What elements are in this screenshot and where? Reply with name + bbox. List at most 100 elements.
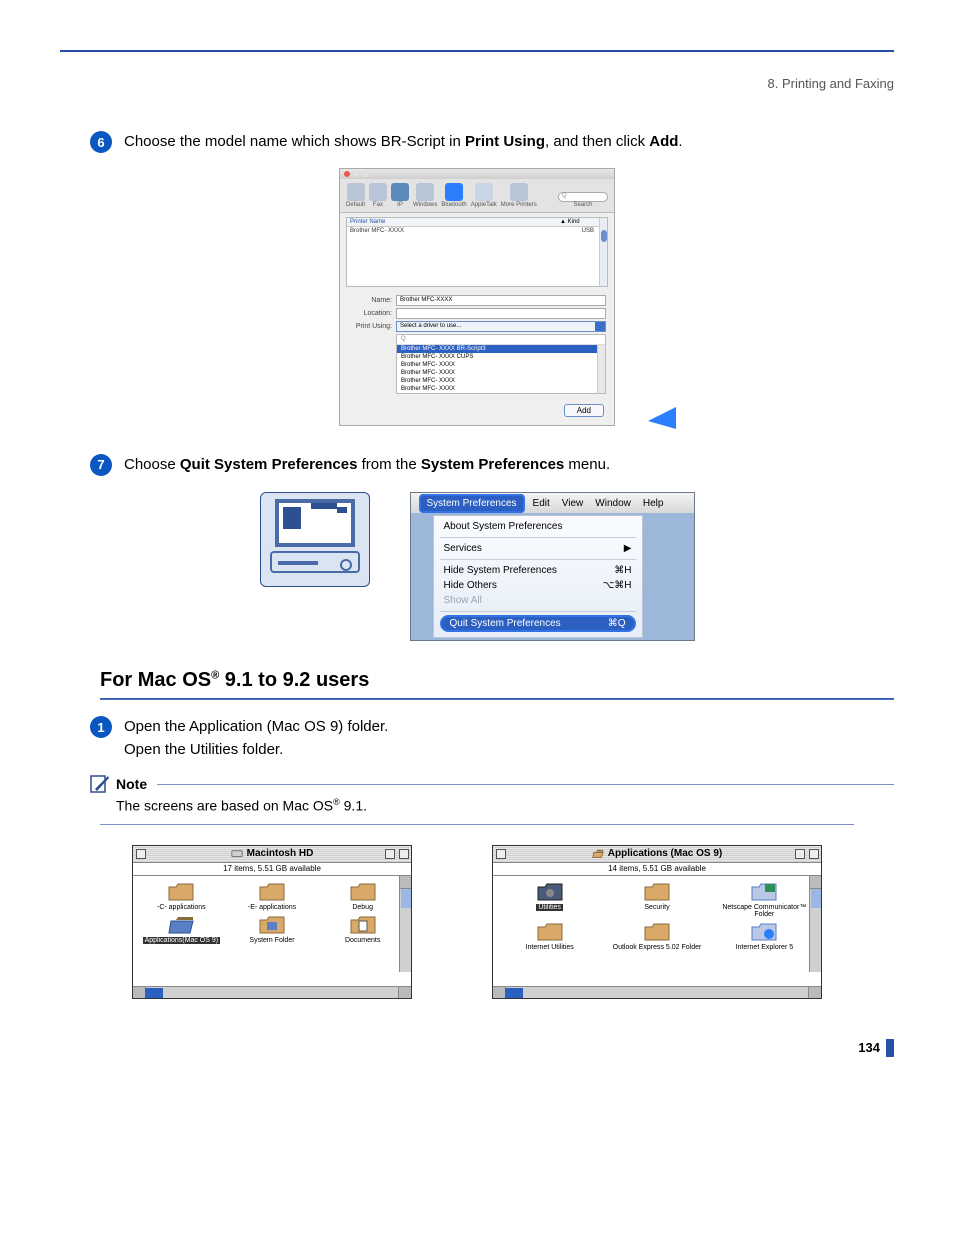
t: menu. <box>564 456 610 473</box>
step-6-badge: 6 <box>90 131 112 153</box>
finder-title[interactable]: Applications (Mac OS 9) <box>493 846 821 862</box>
toolbar-more printers[interactable]: More Printers <box>501 183 537 208</box>
toolbar-appletalk[interactable]: AppleTalk <box>471 183 497 208</box>
finder-title[interactable]: Macintosh HD <box>133 846 411 862</box>
t: Choose <box>124 456 180 473</box>
step-1: 1 Open the Application (Mac OS 9) folder… <box>90 716 894 761</box>
finder-item[interactable]: Utilities <box>497 882 602 918</box>
folder-icon <box>168 882 194 902</box>
menu-hide[interactable]: Hide System Preferences⌘H <box>434 563 642 578</box>
driver-row[interactable]: Brother MFC- XXXX <box>397 361 605 369</box>
driver-dropdown[interactable]: Q Brother MFC- XXXX BR-Script3 Brother M… <box>396 334 606 394</box>
close-icon[interactable] <box>344 171 350 177</box>
folder-icon <box>259 915 285 935</box>
menu-quit[interactable]: Quit System Preferences⌘Q <box>440 615 636 632</box>
toolbar-ip[interactable]: IP <box>391 183 409 208</box>
scrollbar-h[interactable] <box>493 986 821 998</box>
finder-item[interactable]: Debug <box>318 882 407 911</box>
scrollbar[interactable] <box>599 218 607 286</box>
printusing-select[interactable]: Select a driver to use... <box>396 321 606 332</box>
folder-icon <box>259 882 285 902</box>
collapse-icon[interactable] <box>809 849 819 859</box>
finder-item[interactable]: Documents <box>318 915 407 944</box>
scrollbar-v[interactable] <box>809 876 821 972</box>
menu-hideothers[interactable]: Hide Others⌥⌘H <box>434 578 642 593</box>
add-button[interactable]: Add <box>564 404 604 417</box>
finder-item[interactable]: System Folder <box>228 915 317 944</box>
note-icon <box>90 775 110 793</box>
toolbar-fax[interactable]: Fax <box>369 183 387 208</box>
menu-edit[interactable]: Edit <box>527 496 556 511</box>
menu-help[interactable]: Help <box>637 496 670 511</box>
menu-view[interactable]: View <box>556 496 590 511</box>
scrollbar[interactable] <box>597 345 605 393</box>
printer-list[interactable]: Printer Name ▲ Kind Brother MFC- XXXX US… <box>346 217 608 287</box>
step-7: 7 Choose Quit System Preferences from th… <box>90 454 894 477</box>
toolbar-default[interactable]: Default <box>346 183 365 208</box>
t: Open the Application (Mac OS 9) folder. <box>124 716 388 739</box>
location-label: Location: <box>350 310 392 317</box>
t: System Preferences <box>421 456 564 473</box>
syspref-menu-screenshot: System Preferences EditViewWindowHelp Ab… <box>410 492 695 641</box>
toolbar-windows[interactable]: Windows <box>413 183 437 208</box>
driver-row[interactable]: Brother MFC- XXXX <box>397 369 605 377</box>
note-line <box>157 784 894 785</box>
col-name[interactable]: Printer Name <box>347 218 557 226</box>
close-icon[interactable] <box>496 849 506 859</box>
finder-item[interactable]: Netscape Communicator™ Folder <box>712 882 817 918</box>
collapse-icon[interactable] <box>399 849 409 859</box>
scrollbar-v[interactable] <box>399 876 411 972</box>
finder-body[interactable]: -C- applications-E- applicationsDebug App… <box>133 876 411 986</box>
driver-row[interactable]: Brother MFC- XXXX <box>397 377 605 385</box>
folder-icon <box>350 915 376 935</box>
toolbar-search[interactable]: QSearch <box>558 192 608 208</box>
t: The screens are based on Mac OS <box>116 798 333 814</box>
t: , and then click <box>545 133 649 150</box>
t: Add <box>649 133 678 150</box>
finder-item[interactable]: Outlook Express 5.02 Folder <box>604 922 709 951</box>
finder-status: 14 items, 5.51 GB available <box>493 862 821 876</box>
t: USB <box>582 228 594 234</box>
driver-search[interactable]: Q <box>397 335 605 345</box>
zoom-icon[interactable] <box>362 171 368 177</box>
menu-about[interactable]: About System Preferences <box>434 519 642 534</box>
menu-services[interactable]: Services▶ <box>434 541 642 556</box>
folder-icon <box>644 922 670 942</box>
driver-row[interactable]: Brother MFC- XXXX CUPS <box>397 353 605 361</box>
menu-window[interactable]: Window <box>589 496 637 511</box>
finder-item[interactable]: -C- applications <box>137 882 226 911</box>
top-rule <box>60 50 894 52</box>
syspref-dropdown: About System Preferences Services▶ Hide … <box>433 515 643 638</box>
zoom-icon[interactable] <box>385 849 395 859</box>
scrollbar-h[interactable] <box>133 986 411 998</box>
t: Applications (Mac OS 9) <box>608 848 722 859</box>
t: from the <box>357 456 420 473</box>
driver-row-selected[interactable]: Brother MFC- XXXX BR-Script3 <box>397 345 605 353</box>
finder-item[interactable]: Applications(Mac OS 9) <box>137 915 226 944</box>
t: Macintosh HD <box>247 848 314 859</box>
form: Name: Brother MFC-XXXX Location: Print U… <box>340 287 614 398</box>
section-heading: For Mac OS® 9.1 to 9.2 users <box>100 669 894 692</box>
name-input[interactable]: Brother MFC-XXXX <box>396 295 606 306</box>
toolbar: DefaultFaxIPWindowsBluetoothAppleTalkMor… <box>340 179 614 213</box>
finder-item[interactable]: -E- applications <box>228 882 317 911</box>
zoom-icon[interactable] <box>795 849 805 859</box>
finder-body[interactable]: UtilitiesSecurityNetscape Communicator™ … <box>493 876 821 986</box>
menu-syspref[interactable]: System Preferences <box>419 494 525 513</box>
driver-row[interactable]: Brother MFC- XXXX <box>397 385 605 393</box>
folder-icon <box>751 882 777 902</box>
t: 9.1 to 9.2 users <box>219 669 369 691</box>
note-label: Note <box>116 776 147 792</box>
note-header: Note <box>90 775 894 793</box>
finder-item[interactable]: Internet Utilities <box>497 922 602 951</box>
list-row[interactable]: Brother MFC- XXXX USB <box>347 227 607 235</box>
folder-icon <box>537 882 563 902</box>
t: Print Using <box>465 133 545 150</box>
location-input[interactable] <box>396 308 606 319</box>
min-icon[interactable] <box>353 171 359 177</box>
finder-item[interactable]: Security <box>604 882 709 918</box>
close-icon[interactable] <box>136 849 146 859</box>
finder-item[interactable]: Internet Explorer 5 <box>712 922 817 951</box>
toolbar-bluetooth[interactable]: Bluetooth <box>441 183 466 208</box>
step-1-text: Open the Application (Mac OS 9) folder. … <box>124 716 388 761</box>
